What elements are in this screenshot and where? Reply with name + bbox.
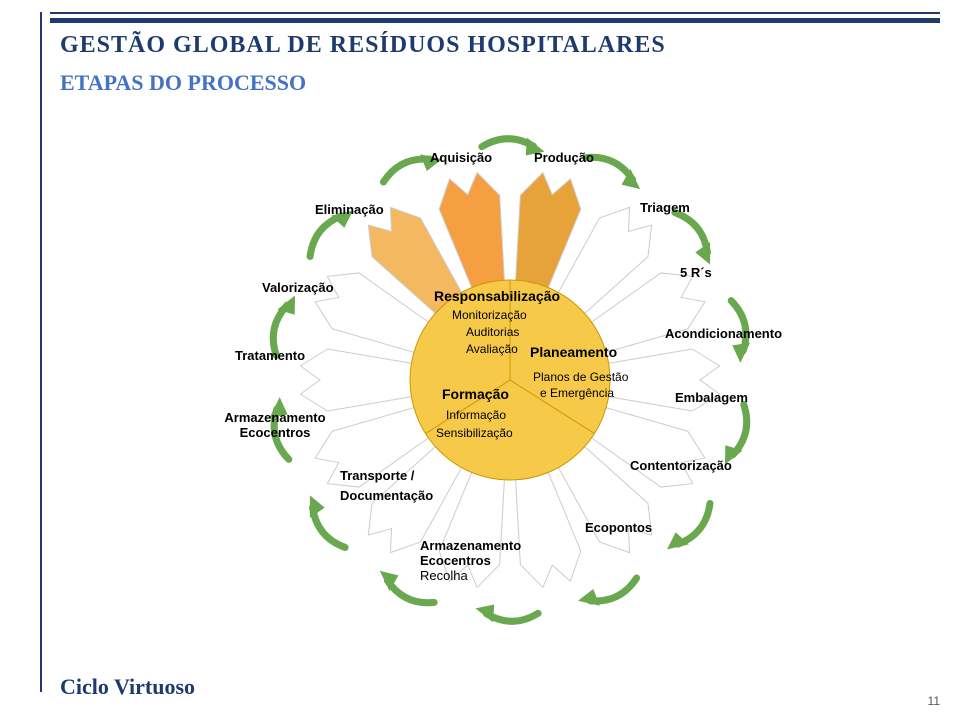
petal-producao: Produção <box>534 150 594 165</box>
frame-top-line <box>50 12 940 14</box>
center-planeamento: Planeamento <box>530 344 617 360</box>
center-avaliacao: Avaliação <box>466 342 518 356</box>
center-informacao: Informação <box>446 408 506 422</box>
center-emergencia: e Emergência <box>540 386 614 400</box>
center-planos: Planos de Gestão <box>533 370 628 384</box>
page-number: 11 <box>928 694 940 708</box>
petal-ecopontos: Ecopontos <box>585 520 652 535</box>
center-responsabilizacao: Responsabilização <box>434 288 560 304</box>
footer-text: Ciclo Virtuoso <box>60 674 195 700</box>
center-monitorizacao: Monitorização <box>452 308 527 322</box>
page-title: GESTÃO GLOBAL DE RESÍDUOS HOSPITALARES <box>60 32 666 59</box>
petal-documentacao: Documentação <box>340 488 433 503</box>
process-diagram: Responsabilização Monitorização Auditori… <box>120 90 900 650</box>
petal-transporte: Transporte / <box>340 468 414 483</box>
petal-triagem: Triagem <box>640 200 690 215</box>
petal-valorizacao: Valorização <box>262 280 334 295</box>
center-sensibilizacao: Sensibilização <box>436 426 513 440</box>
petal-tratamento: Tratamento <box>235 348 305 363</box>
petal-eliminacao: Eliminação <box>315 202 384 217</box>
petal-embalagem: Embalagem <box>675 390 748 405</box>
petal-aquisicao: Aquisição <box>430 150 492 165</box>
petal-armazenamento: Armazenamento Ecocentros <box>220 410 330 440</box>
center-auditorias: Auditorias <box>466 325 519 339</box>
petal-5rs: 5 R´s <box>680 265 712 280</box>
petal-armazenamento2: Armazenamento EcocentrosRecolha <box>420 538 540 583</box>
frame-top-line-thick <box>50 18 940 23</box>
frame-left-line <box>40 12 42 692</box>
petal-contentorizacao: Contentorização <box>630 458 732 473</box>
center-formacao: Formação <box>442 386 509 402</box>
petal-acondicionamento: Acondicionamento <box>665 326 782 341</box>
